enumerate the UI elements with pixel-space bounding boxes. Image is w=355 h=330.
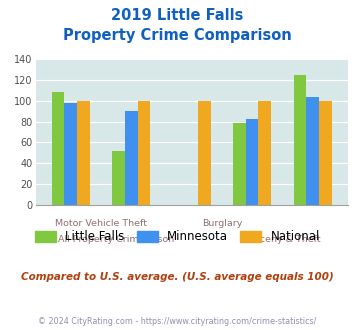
Bar: [294, 75, 306, 205]
Bar: [246, 118, 258, 205]
Bar: [52, 91, 65, 205]
Bar: [306, 97, 319, 205]
Text: 2019 Little Falls: 2019 Little Falls: [111, 8, 244, 23]
Bar: [77, 101, 90, 205]
Bar: [233, 123, 246, 205]
Text: Property Crime Comparison: Property Crime Comparison: [63, 28, 292, 43]
Bar: [137, 101, 150, 205]
Text: Larceny & Theft: Larceny & Theft: [245, 235, 320, 244]
Text: © 2024 CityRating.com - https://www.cityrating.com/crime-statistics/: © 2024 CityRating.com - https://www.city…: [38, 317, 317, 326]
Bar: [65, 103, 77, 205]
Bar: [112, 151, 125, 205]
Text: Motor Vehicle Theft: Motor Vehicle Theft: [55, 219, 147, 228]
Text: Arson: Arson: [148, 235, 175, 244]
Bar: [198, 101, 211, 205]
Text: Compared to U.S. average. (U.S. average equals 100): Compared to U.S. average. (U.S. average …: [21, 272, 334, 282]
Bar: [258, 101, 271, 205]
Bar: [319, 101, 332, 205]
Text: Burglary: Burglary: [202, 219, 242, 228]
Legend: Little Falls, Minnesota, National: Little Falls, Minnesota, National: [35, 230, 320, 243]
Bar: [125, 111, 137, 205]
Text: All Property Crime: All Property Crime: [58, 235, 144, 244]
